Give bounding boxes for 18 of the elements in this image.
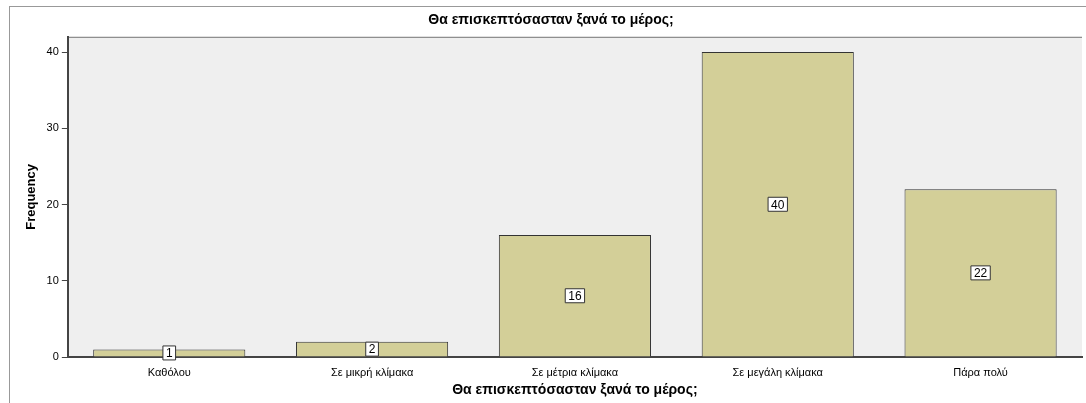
x-tick-label: Καθόλου <box>147 365 191 378</box>
data-label: 2 <box>368 342 376 357</box>
data-label: 1 <box>165 346 173 361</box>
data-label: 22 <box>973 266 988 281</box>
data-label: 16 <box>568 289 582 304</box>
y-tick-label: 40 <box>46 45 59 58</box>
x-axis-title: Θα επισκεπτόσασταν ξανά το μέρος; <box>452 381 698 398</box>
y-tick-label: 0 <box>52 350 59 363</box>
chart-title: Θα επισκεπτόσασταν ξανά το μέρος; <box>428 11 674 28</box>
data-label: 40 <box>771 197 785 212</box>
x-tick-label: Σε μικρή κλίμακα <box>330 365 414 378</box>
x-tick-label: Σε μεγάλη κλίμακα <box>732 365 824 378</box>
y-tick-label: 20 <box>46 197 59 210</box>
x-tick-label: Σε μέτρια κλίμακα <box>531 365 619 378</box>
y-axis-title: Frequency <box>23 163 39 230</box>
y-tick-label: 10 <box>46 273 59 286</box>
x-tick-label: Πάρα πολύ <box>953 365 1008 378</box>
y-tick-label: 30 <box>46 121 59 134</box>
